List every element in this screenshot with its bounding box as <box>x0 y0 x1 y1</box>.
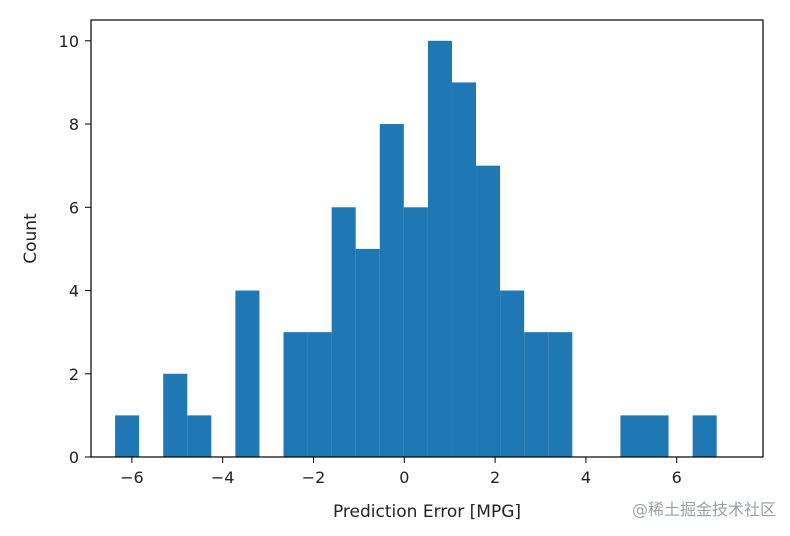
histogram-bar <box>403 207 428 457</box>
watermark-text: @稀土掘金技术社区 <box>631 500 776 519</box>
x-tick-label: 4 <box>581 468 591 487</box>
histogram-bar <box>235 290 260 457</box>
bars-group <box>115 40 717 458</box>
histogram-bar <box>644 415 669 457</box>
y-tick-label: 2 <box>69 365 79 384</box>
histogram-bar <box>524 332 549 457</box>
histogram-bar <box>451 82 477 457</box>
histogram-bar <box>331 207 356 457</box>
x-tick-label: 6 <box>672 468 682 487</box>
x-tick-label: 2 <box>490 468 500 487</box>
histogram-bar <box>115 415 140 457</box>
y-axis-ticks: 0 2 4 6 8 10 <box>59 32 91 467</box>
histogram-bar <box>307 332 332 457</box>
y-tick-label: 0 <box>69 448 79 467</box>
histogram-bar <box>379 124 404 458</box>
histogram-bar <box>187 415 212 457</box>
y-tick-label: 8 <box>69 115 79 134</box>
histogram-bar <box>283 332 308 457</box>
histogram-bar <box>355 248 380 457</box>
y-tick-label: 10 <box>59 32 79 51</box>
plot-frame <box>90 19 764 458</box>
x-tick-label: 0 <box>399 468 409 487</box>
x-tick-label: −2 <box>302 468 326 487</box>
x-axis-label: Prediction Error [MPG] <box>333 502 521 522</box>
x-tick-label: −6 <box>120 468 144 487</box>
histogram-bar <box>620 415 645 457</box>
y-tick-label: 4 <box>69 282 79 301</box>
x-axis-ticks: −6 −4 −2 0 2 4 6 <box>120 457 682 487</box>
histogram-bar <box>548 332 573 457</box>
y-axis-label: Count <box>21 213 41 264</box>
histogram-bar <box>500 290 525 457</box>
histogram-bar <box>163 373 188 457</box>
histogram-bar <box>692 415 717 457</box>
histogram-bar <box>476 165 501 457</box>
y-tick-label: 6 <box>69 198 79 217</box>
histogram-bar <box>427 40 452 458</box>
x-tick-label: −4 <box>211 468 235 487</box>
